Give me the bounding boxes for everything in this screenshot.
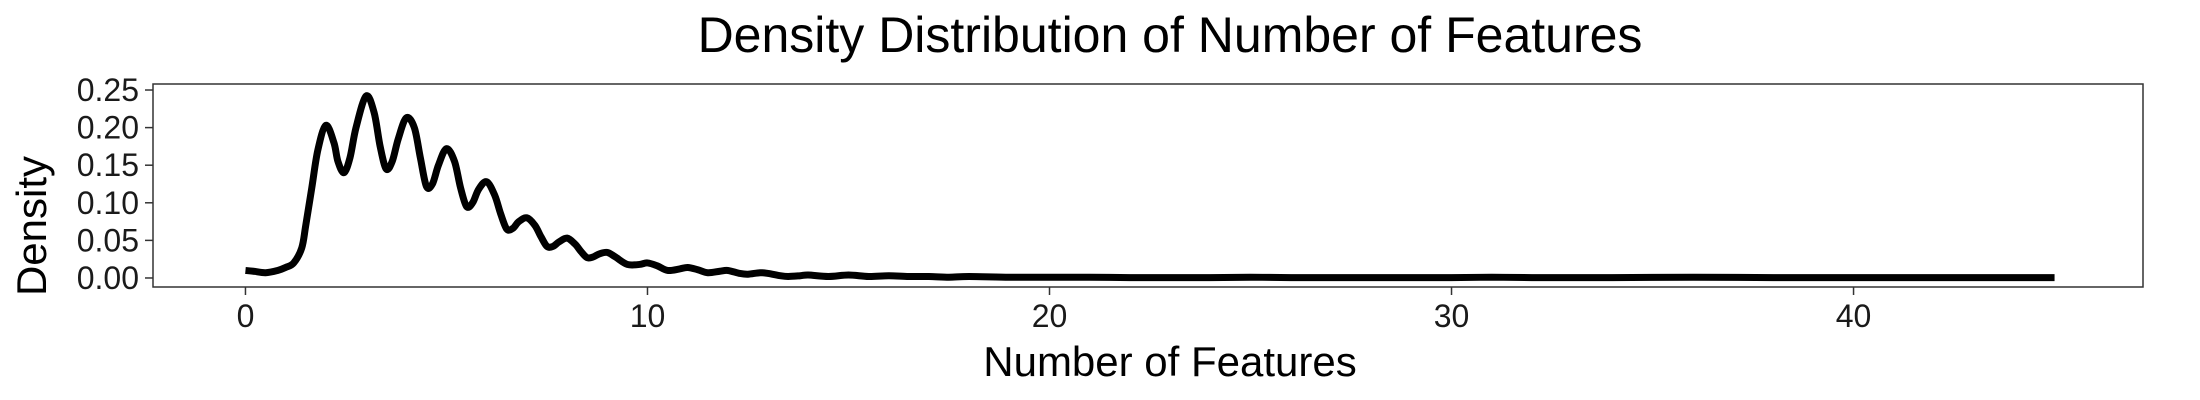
x-tick-label: 40 [1836, 298, 1872, 334]
plot-panel [152, 83, 2144, 288]
x-tick-label: 20 [1032, 298, 1068, 334]
y-tick-label: 0.10 [77, 185, 139, 221]
y-tick-label: 0.05 [77, 222, 139, 258]
y-axis-label: Density [8, 156, 55, 296]
y-tick-label: 0.15 [77, 147, 139, 183]
x-tick-label: 0 [237, 298, 255, 334]
y-tick-label: 0.25 [77, 72, 139, 108]
density-curve [245, 92, 2055, 282]
y-tick-label: 0.00 [77, 260, 139, 296]
x-tick-label: 30 [1434, 298, 1470, 334]
y-axis: 0.000.050.100.150.200.25 [77, 72, 153, 296]
x-axis: 0 10 20 30 40 [237, 287, 1872, 334]
x-tick-label: 10 [630, 298, 666, 334]
chart-title: Density Distribution of Number of Featur… [698, 7, 1643, 63]
y-tick-label: 0.20 [77, 110, 139, 146]
x-axis-label: Number of Features [983, 338, 1357, 385]
